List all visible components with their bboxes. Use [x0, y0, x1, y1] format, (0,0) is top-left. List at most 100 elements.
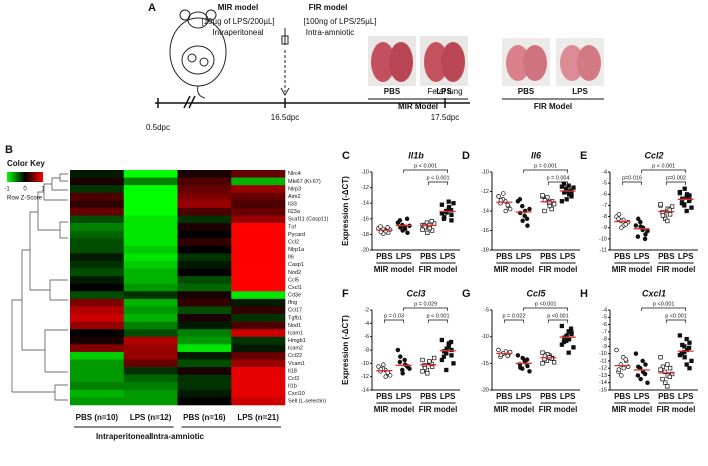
data-point [619, 373, 624, 378]
heat-cell [231, 215, 286, 224]
heat-cell [123, 321, 178, 330]
data-point [449, 347, 454, 353]
heat-cell [123, 351, 178, 360]
data-point [518, 365, 523, 370]
category-label: LPS [516, 392, 532, 401]
p-value: p = 0.03 [384, 313, 404, 319]
heat-cell [70, 245, 125, 254]
significance-bracket [641, 307, 687, 311]
data-point [451, 201, 456, 206]
heat-cell [177, 344, 232, 353]
heat-cell [70, 351, 125, 360]
significance-bracket [665, 181, 687, 185]
y-tick-label: -11 [599, 358, 607, 364]
heat-cell [231, 359, 286, 368]
data-point [425, 230, 430, 235]
data-point [660, 213, 666, 218]
p-value: p=0.002 [666, 175, 686, 181]
data-point [420, 369, 425, 374]
data-point [442, 349, 447, 354]
y-tick-label: -18 [481, 247, 489, 253]
data-point [689, 205, 694, 210]
data-point [551, 202, 557, 207]
p-value: p <0.001 [547, 313, 569, 319]
heat-cell [231, 177, 286, 186]
mir-model: MIR model [218, 3, 258, 12]
heat-cell [177, 367, 232, 375]
color-key-tick: 0 [23, 187, 27, 193]
category-label: LPS [440, 392, 456, 401]
mir-caption: MIR Model [398, 102, 438, 111]
heat-cell [70, 314, 125, 322]
group-label: FIR model [657, 405, 696, 414]
timeline-label: 17.5dpc [431, 113, 459, 122]
data-point [402, 357, 407, 363]
category-label: LPS [634, 392, 650, 401]
plot-title: Il6 [531, 150, 542, 160]
data-point [517, 197, 523, 202]
data-point [385, 370, 390, 375]
heat-cell [123, 223, 178, 231]
heat-cell [70, 367, 125, 375]
heat-cell [177, 382, 232, 391]
gene-label: Icam2 [288, 346, 303, 352]
data-point [449, 218, 454, 223]
heat-cell [70, 382, 125, 391]
gene-label: Nlrp3 [288, 186, 301, 192]
y-tick-label: -8 [602, 337, 607, 343]
data-point [425, 371, 430, 376]
data-point [496, 194, 501, 199]
data-point [551, 360, 557, 365]
data-point [623, 357, 628, 362]
heat-cell [231, 344, 286, 353]
heat-cell [123, 170, 178, 178]
data-point [569, 330, 574, 335]
category-label: LPS [678, 392, 694, 401]
data-point [616, 216, 621, 222]
heat-cell [70, 389, 125, 398]
group-label: FIR model [539, 265, 578, 274]
data-point [520, 218, 525, 224]
data-point [684, 362, 689, 367]
panel-label: D [462, 150, 470, 162]
data-point [616, 367, 622, 372]
data-point [677, 352, 683, 358]
data-point [568, 326, 574, 331]
heat-cell [123, 329, 178, 338]
data-point [545, 195, 550, 200]
heat-cell [70, 283, 125, 292]
gene-label: Hmgb1 [288, 338, 306, 344]
data-point [444, 367, 449, 373]
p-value: p = 0.022 [502, 313, 525, 319]
heat-cell [123, 314, 178, 322]
heat-cell [177, 170, 232, 178]
group-label: MIR model [374, 405, 414, 414]
heat-cell [177, 177, 232, 186]
y-tick-label: -4 [602, 307, 607, 313]
heat-cell [70, 298, 125, 307]
data-point [640, 358, 645, 364]
data-point [420, 227, 425, 232]
heat-cell [231, 283, 286, 292]
significance-bracket [383, 319, 405, 323]
data-point [540, 350, 545, 355]
data-point [658, 367, 663, 372]
y-tick-label: -10 [599, 236, 607, 242]
gene-label: Il33 [288, 202, 297, 208]
heat-cell [123, 359, 178, 368]
plot-title: Cxcl1 [642, 288, 666, 298]
data-point [677, 333, 683, 338]
data-point [638, 376, 643, 382]
heat-cell [177, 359, 232, 368]
lung-photos [368, 36, 604, 100]
heat-cell [123, 283, 178, 292]
group-label: Intraperitoneal [96, 432, 152, 441]
data-point [564, 186, 569, 191]
gene-label: Il1b [288, 384, 297, 390]
p-value: p < 0.001 [652, 163, 675, 169]
heat-cell [231, 170, 286, 178]
data-point [451, 361, 456, 366]
heat-cell [231, 329, 286, 338]
data-point [525, 363, 530, 369]
